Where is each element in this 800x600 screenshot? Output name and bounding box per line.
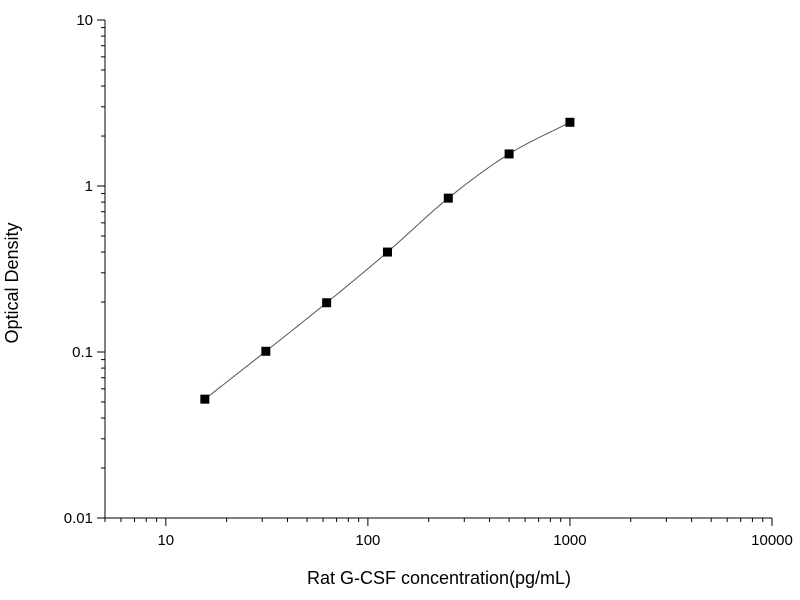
x-tick-label: 1000 — [553, 532, 586, 549]
x-axis-title: Rat G-CSF concentration(pg/mL) — [307, 568, 571, 588]
data-point — [200, 394, 210, 404]
data-point — [565, 117, 575, 127]
data-point — [382, 247, 392, 257]
data-point — [261, 346, 271, 356]
data-points — [200, 117, 575, 404]
y-tick-label: 10 — [76, 12, 93, 29]
axes — [97, 19, 773, 526]
x-tick-label: 100 — [355, 532, 380, 549]
y-tick-labels: 0.01 0.1 1 10 — [64, 12, 93, 527]
data-point — [504, 149, 514, 159]
x-tick-labels: 10 100 1000 10000 — [157, 532, 792, 549]
data-point — [443, 193, 453, 203]
y-tick-label: 0.01 — [64, 510, 93, 527]
y-axis-title: Optical Density — [2, 222, 22, 343]
data-point — [322, 298, 332, 308]
x-tick-label: 10000 — [751, 532, 793, 549]
x-tick-label: 10 — [157, 532, 174, 549]
fit-curve — [204, 121, 571, 400]
y-tick-label: 1 — [85, 178, 93, 195]
y-tick-label: 0.1 — [72, 344, 93, 361]
